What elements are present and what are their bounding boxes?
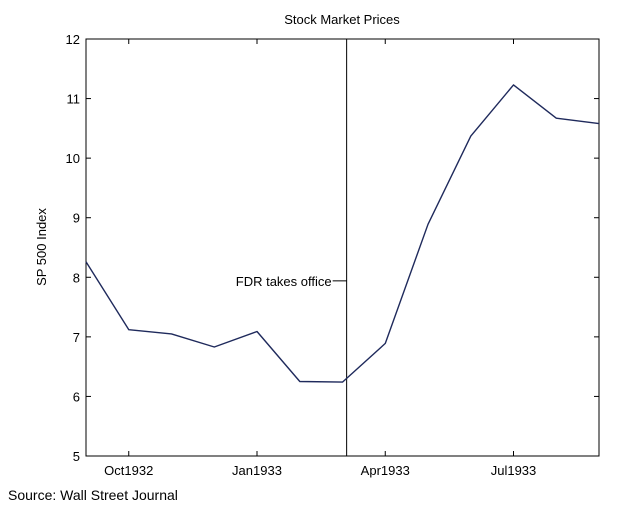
- data-point: [427, 223, 429, 225]
- y-axis: 5 6 7 8 9 10 11 12: [66, 32, 599, 464]
- y-axis-label: SP 500 Index: [34, 208, 49, 286]
- sp500-series: [85, 84, 600, 383]
- data-point: [598, 123, 600, 125]
- data-point: [299, 381, 301, 383]
- series-line: [85, 84, 600, 383]
- data-point: [256, 331, 258, 333]
- source-note: Source: Wall Street Journal: [8, 487, 178, 503]
- data-point: [342, 381, 344, 383]
- data-point: [513, 84, 515, 86]
- y-tick-label: 9: [73, 211, 80, 226]
- y-tick-label: 7: [73, 330, 80, 345]
- data-point: [555, 117, 557, 119]
- fdr-annotation-label: FDR takes office: [236, 274, 332, 289]
- y-tick-label: 11: [67, 92, 81, 107]
- x-tick-label: Jul1933: [491, 463, 537, 478]
- y-tick-label: 5: [73, 449, 80, 464]
- x-tick-label: Oct1932: [104, 463, 153, 478]
- y-tick-label: 6: [73, 389, 80, 404]
- chart-title: Stock Market Prices: [284, 12, 400, 27]
- data-point: [85, 261, 87, 263]
- x-tick-label: Apr1933: [361, 463, 410, 478]
- data-point: [171, 333, 173, 335]
- data-point: [384, 343, 386, 345]
- x-axis: Oct1932 Jan1933 Apr1933 Jul1933: [104, 39, 536, 478]
- data-point: [213, 346, 215, 348]
- data-point: [470, 135, 472, 137]
- y-tick-label: 10: [66, 151, 80, 166]
- data-point: [128, 329, 130, 331]
- plot-area-frame: [85, 38, 600, 457]
- y-tick-label: 12: [66, 32, 80, 47]
- y-tick-label: 8: [73, 270, 80, 285]
- x-tick-label: Jan1933: [232, 463, 282, 478]
